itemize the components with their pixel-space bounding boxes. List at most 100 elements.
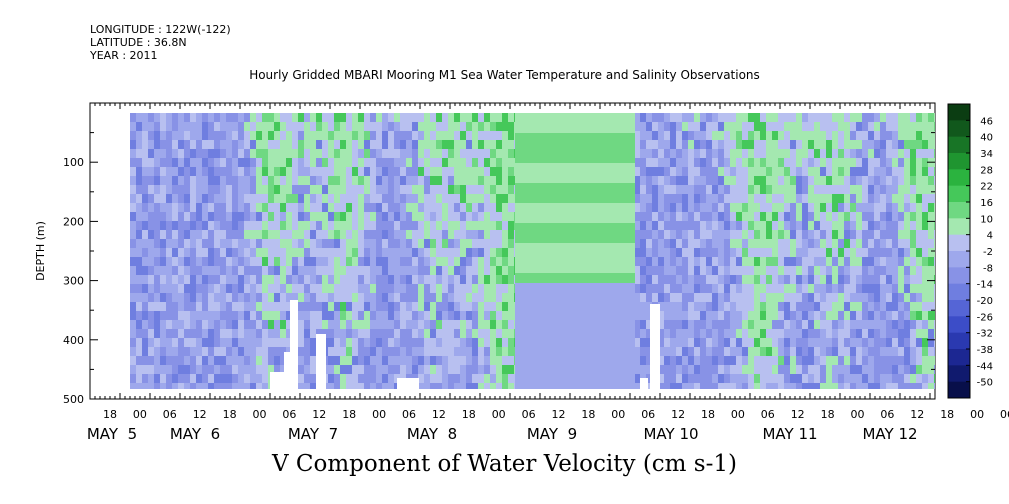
heatmap-cell — [286, 338, 293, 348]
heatmap-cell — [178, 311, 185, 321]
heatmap-cell — [466, 347, 473, 357]
heatmap-cell — [346, 131, 353, 141]
heatmap-cell — [382, 302, 389, 312]
heatmap-cell — [460, 302, 467, 312]
heatmap-cell — [880, 113, 887, 123]
heatmap-cell — [334, 248, 341, 258]
heatmap-cell — [184, 365, 191, 375]
heatmap-cell — [172, 293, 179, 303]
heatmap-cell — [496, 239, 503, 249]
heatmap-cell — [916, 230, 923, 240]
heatmap-cell — [400, 311, 407, 321]
heatmap-cell — [262, 293, 269, 303]
heatmap-cell — [244, 374, 251, 384]
heatmap-cell — [820, 275, 827, 285]
heatmap-cell — [370, 248, 377, 258]
heatmap-cell — [502, 239, 509, 249]
heatmap-cell — [880, 140, 887, 150]
heatmap-cell — [868, 122, 875, 132]
heatmap-cell — [802, 131, 809, 141]
heatmap-cell — [850, 302, 857, 312]
heatmap-cell — [862, 239, 869, 249]
heatmap-cell — [226, 131, 233, 141]
x-hour-label: 06 — [641, 408, 655, 421]
heatmap-cell — [844, 131, 851, 141]
heatmap-cell — [250, 140, 257, 150]
heatmap-cell — [658, 383, 665, 389]
heatmap-cell — [430, 131, 437, 141]
heatmap-cell — [478, 149, 485, 159]
heatmap-cell — [226, 320, 233, 330]
heatmap-cell — [256, 302, 263, 312]
heatmap-cell — [160, 212, 167, 222]
heatmap-cell — [658, 248, 665, 258]
heatmap-cell — [136, 365, 143, 375]
heatmap-cell — [448, 176, 455, 186]
heatmap-cell — [352, 185, 359, 195]
heatmap-cell — [748, 347, 755, 357]
heatmap-cell — [934, 293, 935, 303]
heatmap-cell — [178, 203, 185, 213]
heatmap-cell — [712, 158, 719, 168]
heatmap-cell — [412, 329, 419, 339]
heatmap-cell — [250, 122, 257, 132]
y-tick-label: 400 — [63, 334, 84, 347]
heatmap-cell — [154, 293, 161, 303]
heatmap-cell — [340, 365, 347, 375]
heatmap-cell — [784, 131, 791, 141]
heatmap-cell — [826, 248, 833, 258]
heatmap-cell — [508, 365, 515, 375]
heatmap-cell — [802, 293, 809, 303]
heatmap-cell — [490, 311, 497, 321]
heatmap-cell — [724, 176, 731, 186]
heatmap-cell — [928, 329, 935, 339]
heatmap-cell — [208, 338, 215, 348]
heatmap-cell — [310, 221, 317, 231]
heatmap-cell — [484, 176, 491, 186]
heatmap-cell — [160, 248, 167, 258]
heatmap-cell — [904, 302, 911, 312]
heatmap-cell — [328, 167, 335, 177]
heatmap-cell — [730, 194, 737, 204]
heatmap-band — [515, 113, 635, 124]
heatmap-cell — [844, 338, 851, 348]
heatmap-cell — [364, 221, 371, 231]
heatmap-cell — [316, 131, 323, 141]
heatmap-cell — [784, 176, 791, 186]
heatmap-cell — [490, 266, 497, 276]
heatmap-cell — [682, 167, 689, 177]
heatmap-cell — [226, 275, 233, 285]
heatmap-cell — [634, 248, 641, 258]
heatmap-cell — [736, 320, 743, 330]
heatmap-cell — [148, 122, 155, 132]
heatmap-cell — [754, 185, 761, 195]
heatmap-cell — [394, 239, 401, 249]
heatmap-cell — [736, 113, 743, 123]
heatmap-cell — [316, 185, 323, 195]
heatmap-cell — [868, 167, 875, 177]
heatmap-cell — [388, 185, 395, 195]
heatmap-cell — [688, 194, 695, 204]
heatmap-cell — [934, 302, 935, 312]
heatmap-cell — [178, 356, 185, 366]
heatmap-cell — [856, 266, 863, 276]
heatmap-cell — [148, 383, 155, 389]
heatmap-cell — [634, 140, 641, 150]
heatmap-cell — [142, 284, 149, 294]
heatmap-cell — [724, 356, 731, 366]
heatmap-cell — [694, 230, 701, 240]
heatmap-cell — [886, 194, 893, 204]
heatmap-cell — [430, 212, 437, 222]
heatmap-cell — [274, 302, 281, 312]
heatmap-cell — [910, 158, 917, 168]
heatmap-cell — [454, 140, 461, 150]
heatmap-cell — [784, 266, 791, 276]
heatmap-cell — [172, 383, 179, 389]
heatmap-cell — [352, 356, 359, 366]
heatmap-cell — [328, 212, 335, 222]
heatmap-cell — [256, 167, 263, 177]
heatmap-cell — [364, 176, 371, 186]
heatmap-cell — [220, 158, 227, 168]
heatmap-cell — [244, 194, 251, 204]
heatmap-cell — [904, 320, 911, 330]
